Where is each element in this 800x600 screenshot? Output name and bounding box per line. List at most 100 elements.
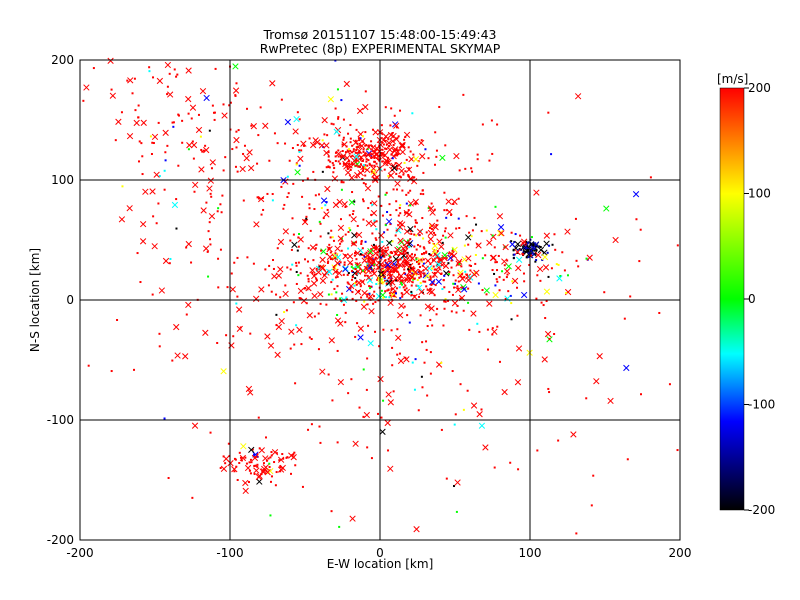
point-1262 — [347, 392, 350, 395]
point-1898 — [361, 269, 364, 272]
point-926 — [275, 471, 278, 474]
point-1662 — [535, 297, 538, 300]
point-228 — [348, 152, 351, 155]
point-972 — [83, 84, 90, 91]
point-274 — [460, 284, 467, 291]
point-1629 — [434, 268, 437, 271]
point-809 — [551, 243, 554, 246]
point-1933 — [337, 116, 340, 119]
point-1478 — [332, 171, 335, 174]
point-1044 — [347, 132, 350, 135]
point-1932 — [248, 446, 255, 454]
point-1682 — [476, 322, 479, 325]
point-1464 — [400, 245, 407, 252]
point-735 — [399, 251, 402, 254]
point-1611 — [494, 261, 497, 264]
point-1074 — [390, 281, 393, 284]
point-449 — [401, 293, 404, 296]
point-815 — [524, 247, 527, 250]
point-1780 — [438, 105, 441, 108]
point-731 — [383, 255, 386, 258]
point-1748 — [337, 320, 344, 327]
point-1689 — [421, 341, 424, 344]
point-1696 — [378, 345, 381, 348]
point-1911 — [471, 170, 474, 173]
point-60 — [358, 139, 361, 142]
point-428 — [486, 239, 493, 246]
point-551 — [321, 265, 324, 268]
point-1482 — [372, 295, 375, 298]
point-1174 — [209, 238, 212, 241]
chart-title: Tromsø 20151107 15:48:00-15:49:43 — [262, 27, 496, 42]
point-365 — [373, 264, 376, 267]
point-1732 — [297, 287, 305, 295]
point-945 — [294, 169, 301, 176]
point-1108 — [217, 286, 220, 289]
point-1418 — [407, 268, 410, 271]
point-171 — [383, 168, 386, 171]
point-1469 — [468, 231, 471, 234]
point-1212 — [264, 333, 271, 340]
point-908 — [290, 454, 297, 461]
point-1128 — [260, 213, 263, 216]
point-1185 — [311, 271, 314, 274]
point-1453 — [367, 207, 370, 210]
point-1170 — [292, 301, 295, 304]
point-561 — [440, 272, 443, 275]
point-1441 — [514, 248, 521, 256]
point-1255 — [342, 181, 345, 184]
point-1878 — [533, 189, 540, 196]
point-939 — [258, 447, 261, 450]
point-458 — [399, 280, 402, 283]
point-248 — [344, 151, 347, 154]
point-1544 — [419, 314, 422, 317]
point-1533 — [493, 246, 496, 249]
point-1868 — [676, 449, 679, 452]
point-179 — [359, 166, 362, 169]
point-1687 — [513, 253, 516, 256]
point-1064 — [307, 247, 310, 250]
point-1678 — [612, 236, 619, 244]
point-1314 — [358, 290, 361, 293]
point-211 — [358, 151, 361, 154]
point-1833 — [209, 431, 212, 434]
point-1819 — [350, 263, 353, 266]
point-1492 — [443, 191, 446, 194]
point-1101 — [216, 341, 219, 344]
point-932 — [245, 462, 248, 465]
point-293 — [295, 261, 298, 264]
point-1366 — [296, 249, 299, 252]
point-769 — [335, 291, 338, 294]
point-123 — [370, 164, 373, 167]
point-1888 — [175, 198, 178, 201]
point-1158 — [217, 207, 220, 210]
point-1403 — [384, 106, 387, 109]
point-629 — [494, 284, 497, 287]
point-1274 — [236, 295, 239, 298]
point-1443 — [455, 227, 458, 230]
point-862 — [248, 461, 251, 464]
point-1414 — [397, 214, 400, 217]
point-1774 — [386, 289, 389, 292]
point-1005 — [190, 141, 198, 149]
point-927 — [248, 469, 251, 472]
point-1835 — [158, 332, 161, 335]
point-861 — [244, 456, 247, 459]
point-89 — [327, 151, 330, 154]
point-250 — [325, 166, 328, 169]
point-168 — [403, 138, 406, 141]
point-1783 — [382, 328, 385, 331]
x-axis-label: E-W location [km] — [327, 557, 434, 571]
point-687 — [444, 227, 447, 230]
point-125 — [327, 159, 330, 162]
point-1124 — [343, 80, 350, 88]
point-1023 — [167, 91, 174, 98]
point-704 — [345, 296, 348, 299]
point-763 — [384, 259, 387, 262]
point-473 — [421, 264, 424, 267]
point-1923 — [640, 393, 642, 396]
point-952 — [235, 82, 238, 85]
point-1011 — [121, 185, 124, 188]
point-188 — [342, 136, 345, 139]
point-1605 — [430, 227, 433, 230]
